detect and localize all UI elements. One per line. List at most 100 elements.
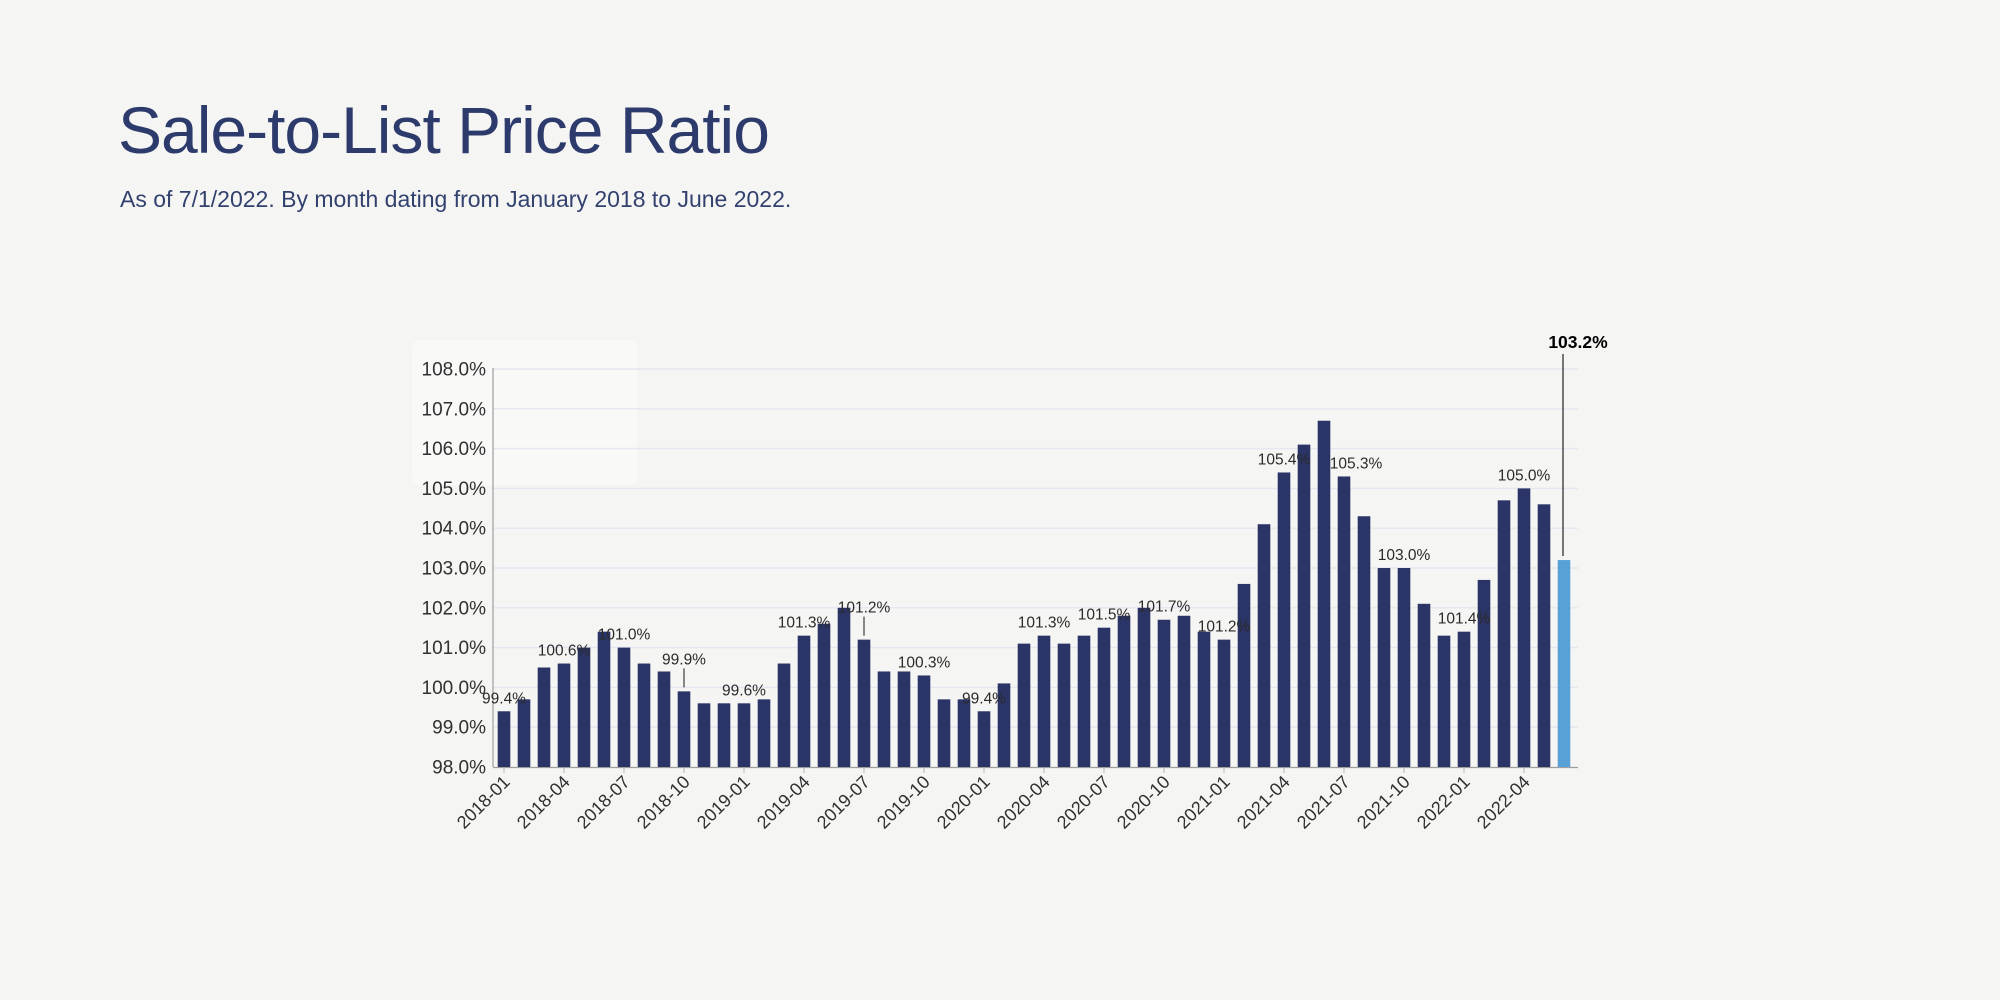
bar-2020-06	[1077, 635, 1091, 767]
data-label-2021-07: 105.3%	[1330, 455, 1383, 472]
bar-2019-05	[817, 623, 831, 767]
data-label-2019-04: 101.3%	[778, 615, 831, 632]
x-axis-label-2018-04: 2018-04	[513, 772, 574, 833]
bar-2018-03	[537, 667, 551, 767]
x-axis-label-2021-10: 2021-10	[1353, 772, 1414, 833]
x-axis-label-2020-07: 2020-07	[1053, 772, 1114, 833]
bar-2020-03	[1017, 643, 1031, 767]
data-label-2018-10: 99.9%	[662, 651, 706, 668]
data-label-2020-10: 101.7%	[1138, 599, 1191, 616]
data-label-2022-04: 105.0%	[1498, 467, 1551, 484]
bar-2018-02	[517, 699, 531, 767]
x-axis-label-2019-10: 2019-10	[873, 772, 934, 833]
data-label-2018-04: 100.6%	[538, 643, 591, 660]
bar-2021-08	[1357, 516, 1371, 767]
bar-2021-07	[1337, 476, 1351, 767]
x-axis-label-2018-01: 2018-01	[453, 772, 514, 833]
x-axis-label-2018-10: 2018-10	[633, 772, 694, 833]
x-axis-label-2021-07: 2021-07	[1293, 772, 1354, 833]
bar-2019-11	[937, 699, 951, 767]
bar-2019-10	[917, 675, 931, 767]
x-axis-label-2022-04: 2022-04	[1473, 772, 1534, 833]
x-axis-label-2019-04: 2019-04	[753, 772, 814, 833]
bar-2022-02	[1477, 579, 1491, 767]
bar-2020-04	[1037, 635, 1051, 767]
bar-2018-09	[657, 671, 671, 767]
x-axis-label-2020-04: 2020-04	[993, 772, 1054, 833]
bar-2018-07	[617, 647, 631, 767]
x-axis-label-2019-07: 2019-07	[813, 772, 874, 833]
data-label-2018-01: 99.4%	[482, 690, 526, 707]
bar-2018-10	[677, 691, 691, 767]
bar-2021-04	[1277, 472, 1291, 767]
data-label-2018-07: 101.0%	[598, 627, 651, 644]
bar-2019-09	[897, 671, 911, 767]
data-label-2021-01: 101.2%	[1198, 619, 1251, 636]
y-axis-label: 98.0%	[432, 758, 486, 779]
data-label-2021-10: 103.0%	[1378, 547, 1431, 564]
data-label-2019-01: 99.6%	[722, 682, 766, 699]
data-label-2019-10: 100.3%	[898, 654, 951, 671]
bar-2018-06	[597, 631, 611, 767]
bar-2019-03	[777, 663, 791, 767]
data-label-2020-04: 101.3%	[1018, 615, 1071, 632]
bar-2020-11	[1177, 615, 1191, 767]
highlight-bar-2022-06	[1557, 560, 1571, 767]
bar-2018-12	[717, 703, 731, 767]
x-axis-label-2020-10: 2020-10	[1113, 772, 1174, 833]
x-axis-label-2021-04: 2021-04	[1233, 772, 1294, 833]
y-axis-label: 103.0%	[422, 559, 487, 580]
y-axis-label: 99.0%	[432, 718, 486, 739]
bar-2018-08	[637, 663, 651, 767]
bar-2021-02	[1237, 583, 1251, 767]
bar-2019-04	[797, 635, 811, 767]
x-axis-label-2018-07: 2018-07	[573, 772, 634, 833]
y-axis-label: 100.0%	[422, 678, 487, 699]
bar-2019-08	[877, 671, 891, 767]
bar-2020-07	[1097, 627, 1111, 767]
bar-2021-12	[1437, 635, 1451, 767]
bar-2019-01	[737, 703, 751, 767]
y-axis-label: 102.0%	[422, 598, 487, 619]
bar-2020-10	[1157, 619, 1171, 767]
x-axis-label-2021-01: 2021-01	[1173, 772, 1234, 833]
highlight-bar-label: 103.2%	[1548, 332, 1608, 352]
bar-2020-02	[997, 683, 1011, 767]
y-axis-label: 106.0%	[422, 439, 487, 460]
bar-2018-11	[697, 703, 711, 767]
bar-2022-01	[1457, 631, 1471, 767]
data-label-2020-07: 101.5%	[1078, 607, 1131, 624]
y-axis-label: 108.0%	[422, 360, 487, 381]
bar-2018-01	[497, 711, 511, 767]
x-axis-label-2020-01: 2020-01	[933, 772, 994, 833]
bar-2019-12	[957, 699, 971, 767]
bar-2021-11	[1417, 603, 1431, 767]
x-axis-label-2019-01: 2019-01	[693, 772, 754, 833]
bar-2022-03	[1497, 500, 1511, 767]
data-label-2019-07: 101.2%	[838, 600, 891, 617]
y-axis-label: 107.0%	[422, 399, 487, 420]
y-axis-label: 101.0%	[422, 638, 487, 659]
bar-2021-09	[1377, 568, 1391, 767]
bar-2019-07	[857, 639, 871, 767]
bar-2022-05	[1537, 504, 1551, 767]
bar-2019-06	[837, 607, 851, 767]
bar-2019-02	[757, 699, 771, 767]
sale-to-list-price-chart: 98.0% 99.0% 100.0% 101.0% 102.0% 103.0% 104.0%…	[400, 260, 1620, 890]
bar-2020-08	[1117, 615, 1131, 767]
bar-2021-06	[1317, 420, 1331, 767]
bar-2021-05	[1297, 444, 1311, 767]
bar-2018-05	[577, 647, 591, 767]
bar-2020-05	[1057, 643, 1071, 767]
page-subtitle: As of 7/1/2022. By month dating from Jan…	[120, 186, 792, 212]
bar-2021-10	[1397, 568, 1411, 767]
bar-2020-12	[1197, 631, 1211, 767]
bar-2020-09	[1137, 607, 1151, 767]
bar-2022-04	[1517, 488, 1531, 767]
bar-2020-01	[977, 711, 991, 767]
bar-chart-canvas: 98.0% 99.0% 100.0% 101.0% 102.0% 103.0% 104.0%…	[412, 332, 1608, 833]
x-axis-label-2022-01: 2022-01	[1413, 772, 1474, 833]
page-title: Sale-to-List Price Ratio	[118, 93, 770, 167]
y-axis-label: 105.0%	[422, 479, 487, 500]
